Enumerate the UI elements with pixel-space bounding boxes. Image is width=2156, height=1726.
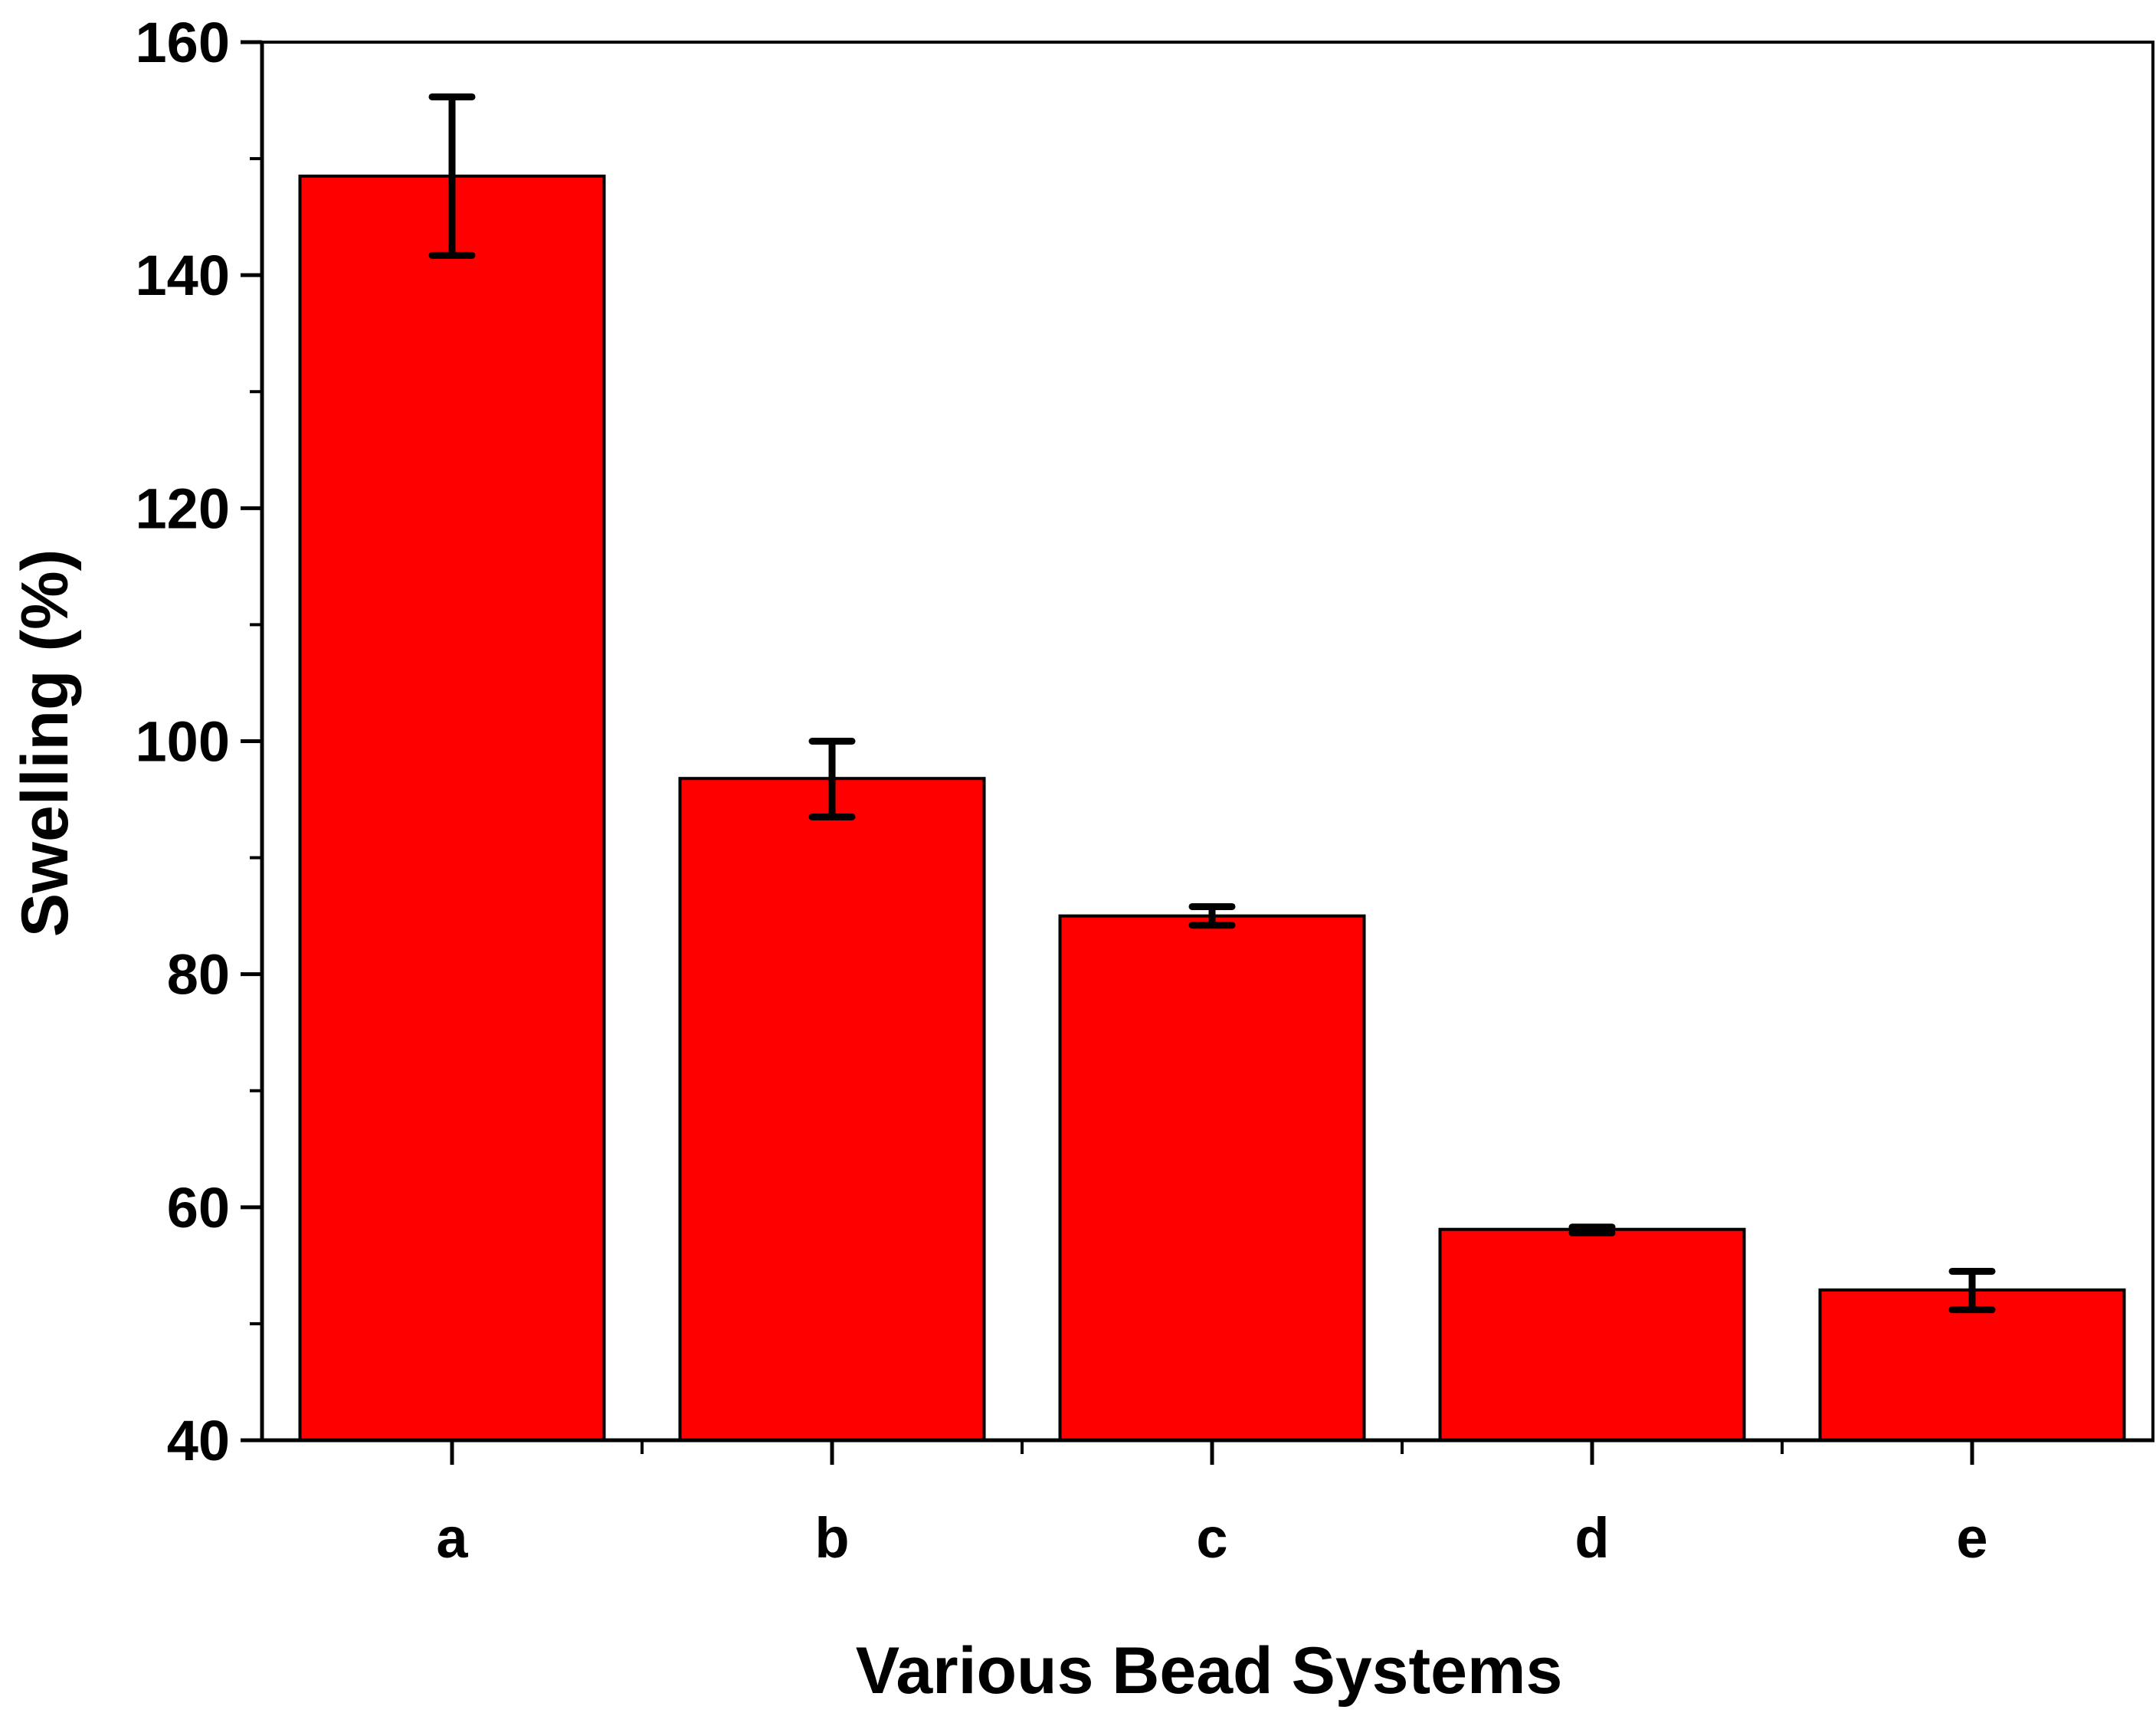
y-tick-label: 40 [167,1409,230,1472]
y-tick-label: 80 [167,943,230,1007]
bar-e [1818,1288,2126,1442]
y-tick-label: 60 [167,1176,230,1240]
bar-c [1058,914,1366,1442]
error-bar-a [428,93,476,259]
x-axis-title: Various Bead Systems [856,1634,1563,1708]
x-tick-label: b [814,1506,849,1570]
bar-d [1438,1227,1746,1442]
error-bar-c [1188,902,1236,929]
error-bar-d [1568,1223,1616,1236]
y-tick-label: 120 [136,477,230,540]
error-bar-b [808,738,856,820]
ticks-group: 40 60 80 100 120 140 160 a b c d e [136,11,1988,1570]
bar-b [678,777,986,1442]
error-bars-group [428,93,1996,1314]
error-bar-e [1948,1267,1996,1314]
x-tick-label: e [1956,1506,1987,1570]
bars-group [298,174,2126,1442]
y-tick-label: 160 [136,11,230,74]
y-tick-label: 140 [136,244,230,307]
x-tick-label: a [436,1506,468,1570]
bar-a [298,174,606,1442]
y-tick-label: 100 [136,710,230,774]
x-tick-label: c [1196,1506,1227,1570]
x-tick-label: d [1574,1506,1609,1570]
y-axis-title: Swelling (%) [8,549,82,937]
